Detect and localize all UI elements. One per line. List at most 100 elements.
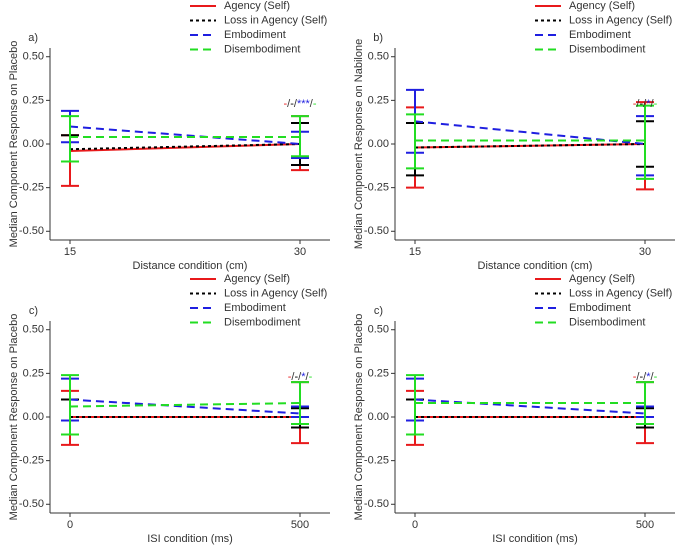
annotation-part: - [633,98,637,110]
series-line [69,125,301,145]
x-tick-label: 0 [67,519,73,531]
series-line [69,143,301,151]
legend-label: Embodiment [224,29,286,41]
annotation-part: * [646,98,651,110]
annotation-part: / [651,371,655,383]
y-tick-label: 0.25 [368,367,389,379]
x-axis-label: ISI condition (ms) [492,533,578,545]
legend-label: Embodiment [569,302,631,314]
legend-label: Loss in Agency (Self) [569,14,672,26]
annotation-part: - [290,98,294,110]
y-tick-label: -0.50 [364,225,389,237]
y-tick-label: 0.00 [368,138,389,150]
annotation-part: * [301,371,306,383]
error-bar [406,374,424,436]
error-bar [291,381,309,425]
x-axis-label: Distance condition (cm) [478,260,593,272]
annotation-part: - [633,371,637,383]
legend-label: Loss in Agency (Self) [224,287,327,299]
y-tick-label: 0.25 [368,94,389,106]
error-bar [61,115,79,163]
x-axis-label: ISI condition (ms) [147,533,233,545]
legend-label: Agency (Self) [224,0,290,12]
annotation-part: / [287,98,291,110]
legend-label: Embodiment [569,29,631,41]
y-tick-label: -0.25 [364,455,389,467]
annotation-part: * [646,371,651,383]
annotation-part: - [309,371,313,383]
panel-label: c) [374,305,383,317]
series-line [69,402,301,408]
panel-label: a) [28,32,38,44]
y-tick-label: -0.50 [19,498,44,510]
annotation-part: / [636,371,640,383]
annotation-part: / [643,371,647,383]
y-tick-label: 0.25 [23,367,44,379]
panel-label: b) [373,32,383,44]
annotation-part: / [306,371,310,383]
legend-label: Embodiment [224,302,286,314]
annotation-part: - [654,371,658,383]
y-tick-label: -0.25 [364,182,389,194]
y-tick-label: -0.50 [19,225,44,237]
error-bar [636,104,654,180]
y-axis-label: Median Component Response on Nabilone [353,39,365,249]
series-line [69,398,301,415]
annotation-part: / [291,371,295,383]
x-tick-label: 15 [409,246,421,258]
annotation-part: - [283,98,287,110]
series-line [414,398,646,415]
series-line [414,143,646,149]
annotation-part: / [636,98,640,110]
x-tick-label: 30 [294,246,306,258]
legend-label: Disembodiment [569,43,645,55]
annotation-part: - [288,371,292,383]
annotation-part: *** [297,98,311,110]
x-tick-label: 500 [636,519,654,531]
x-tick-label: 500 [291,519,309,531]
y-tick-label: 0.50 [368,51,389,63]
y-axis-label: Median Component Response on Placebo [353,314,365,521]
annotation-part: / [298,371,302,383]
annotation-part: - [654,98,658,110]
annotation-part: / [643,98,647,110]
legend-label: Loss in Agency (Self) [224,14,327,26]
significance-annotation: -/-/*/- [633,371,658,383]
annotation-part: / [651,98,655,110]
y-tick-label: 0.00 [23,138,44,150]
y-tick-label: -0.25 [19,182,44,194]
legend-label: Agency (Self) [569,273,635,285]
y-tick-label: 0.00 [368,411,389,423]
error-bar [636,381,654,425]
annotation-part: / [294,98,298,110]
x-axis-label: Distance condition (cm) [133,260,248,272]
annotation-part: - [294,371,298,383]
y-tick-label: 0.50 [23,324,44,336]
x-tick-label: 30 [639,246,651,258]
annotation-part: - [639,98,643,110]
annotation-part: / [310,98,314,110]
error-bar [291,115,309,158]
y-axis-label: Median Component Response on Placebo [8,41,20,248]
y-tick-label: -0.50 [364,498,389,510]
significance-annotation: -/-/*/- [633,98,658,110]
legend-label: Agency (Self) [569,0,635,12]
error-bar [61,374,79,436]
legend-label: Agency (Self) [224,273,290,285]
legend-label: Loss in Agency (Self) [569,287,672,299]
legend-label: Disembodiment [224,43,300,55]
y-tick-label: 0.00 [23,411,44,423]
y-tick-label: 0.50 [23,51,44,63]
legend-label: Disembodiment [569,316,645,328]
y-tick-label: -0.25 [19,455,44,467]
significance-annotation: -/-/***/- [283,98,316,110]
panel-label: c) [29,305,38,317]
y-tick-label: 0.50 [368,324,389,336]
annotation-part: - [313,98,317,110]
y-axis-label: Median Component Response on Placebo [8,314,20,521]
y-tick-label: 0.25 [23,94,44,106]
annotation-part: - [639,371,643,383]
significance-annotation: -/-/*/- [288,371,313,383]
x-tick-label: 0 [412,519,418,531]
